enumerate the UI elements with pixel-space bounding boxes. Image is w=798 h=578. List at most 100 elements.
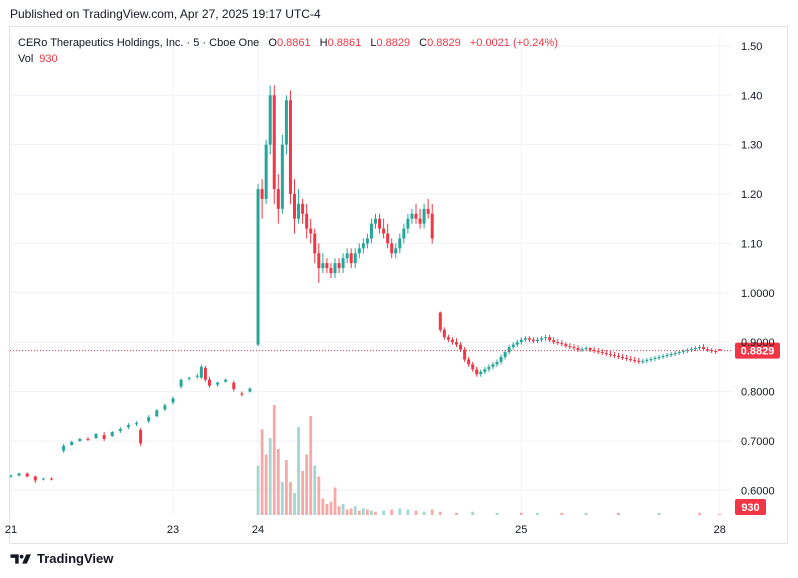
candle-body — [641, 360, 645, 362]
candle-body — [633, 359, 637, 361]
candle-body — [378, 218, 382, 229]
volume-bar — [325, 504, 329, 515]
footer-brand[interactable]: TradingView — [37, 551, 114, 566]
candle-body — [499, 356, 503, 362]
low-label: L — [370, 37, 377, 49]
y-tick-label: 1.40 — [741, 90, 762, 102]
candle-body — [135, 423, 139, 425]
candle-body — [677, 352, 681, 354]
candle-body — [426, 208, 430, 214]
candle-body — [321, 263, 325, 269]
volume-bar — [495, 512, 499, 515]
x-tick-label: 21 — [5, 524, 17, 536]
candle-body — [224, 379, 228, 382]
candle-body — [264, 144, 268, 199]
candle-body — [207, 379, 211, 386]
candle-body — [689, 349, 693, 351]
candle-body — [540, 338, 544, 340]
candle-body — [621, 356, 625, 358]
candle-body — [118, 429, 122, 432]
candle-body — [17, 473, 21, 476]
candle-body — [309, 228, 313, 234]
volume-bar — [353, 506, 357, 515]
candle-body — [33, 476, 37, 481]
price-axis: 1.50 1.40 1.30 1.20 1.10 1.0000 0.9000 0.8000 0.… — [741, 41, 775, 497]
x-tick-label: 28 — [714, 524, 726, 536]
candle-body — [418, 218, 422, 224]
volume-tag — [735, 499, 766, 515]
candle-body — [625, 357, 629, 359]
candle-body — [463, 349, 467, 360]
volume-bar — [519, 512, 523, 515]
legend-ohlc-row: CERo Therapeutics Holdings, Inc. · 5 · C… — [18, 35, 558, 51]
candle-body — [612, 355, 616, 357]
candle-body — [369, 223, 373, 239]
candle-body — [519, 339, 523, 343]
candle-body — [9, 475, 13, 477]
volume-bar — [471, 511, 475, 515]
symbol-name[interactable]: CERo Therapeutics Holdings, Inc. · 5 · C… — [18, 37, 260, 49]
candle-body — [402, 228, 406, 239]
candle-body — [471, 364, 475, 370]
candle-body — [187, 377, 191, 379]
last-price-line: 0.8829 930 — [10, 342, 780, 515]
candle-body — [665, 355, 669, 357]
volume-bar — [370, 510, 373, 515]
candle-body — [495, 361, 499, 365]
candle-body — [280, 144, 284, 209]
volume-bar — [438, 511, 442, 515]
candle-body — [523, 338, 527, 340]
candle-body — [232, 382, 236, 390]
candle-body — [317, 253, 321, 269]
candle-body — [301, 203, 305, 214]
candle-body — [155, 410, 159, 417]
candle-body — [361, 243, 365, 249]
candle-body — [681, 351, 685, 353]
candle-body — [110, 432, 114, 436]
volume-bar — [406, 509, 410, 515]
volume-bar — [390, 509, 394, 515]
volume-bar — [280, 482, 284, 515]
volume-bar — [313, 465, 317, 515]
open-label: O — [268, 37, 277, 49]
volume-bar — [536, 512, 539, 515]
candle-body — [475, 369, 479, 375]
candlesticks — [9, 85, 722, 483]
candle-body — [617, 355, 620, 357]
candle-body — [240, 393, 244, 395]
candle-body — [41, 478, 45, 480]
candle-body — [503, 352, 507, 357]
candle-body — [50, 478, 53, 480]
candle-body — [487, 366, 491, 370]
tradingview-logo-icon[interactable] — [10, 552, 32, 566]
last-price-tag — [735, 342, 780, 359]
candle-body — [268, 95, 272, 145]
candle-body — [86, 438, 90, 440]
volume-bar — [301, 471, 304, 515]
volume-bar — [289, 482, 292, 515]
volume-bar — [337, 506, 341, 515]
candle-body — [479, 371, 483, 375]
volume-bar — [345, 509, 349, 515]
volume-bar — [584, 512, 588, 515]
low-value: 0.8829 — [376, 37, 411, 49]
high-value: 0.8861 — [327, 37, 362, 49]
candle-body — [564, 344, 568, 347]
candle-body — [374, 218, 377, 224]
volume-bar — [349, 508, 353, 515]
candle-body — [629, 358, 633, 360]
candle-body — [398, 238, 402, 249]
volume-bar — [297, 427, 300, 515]
candle-body — [568, 346, 572, 348]
candle-body — [94, 434, 98, 438]
time-axis: 21 23 24 25 28 — [5, 524, 726, 536]
volume-bar — [333, 487, 337, 515]
volume-bar — [276, 449, 280, 515]
candle-body — [139, 430, 143, 444]
close-label: C — [419, 37, 428, 49]
candle-body — [386, 233, 390, 244]
candle-body — [382, 228, 386, 234]
legend-volume-row: Vol 930 — [18, 51, 558, 67]
candle-body — [276, 189, 280, 209]
